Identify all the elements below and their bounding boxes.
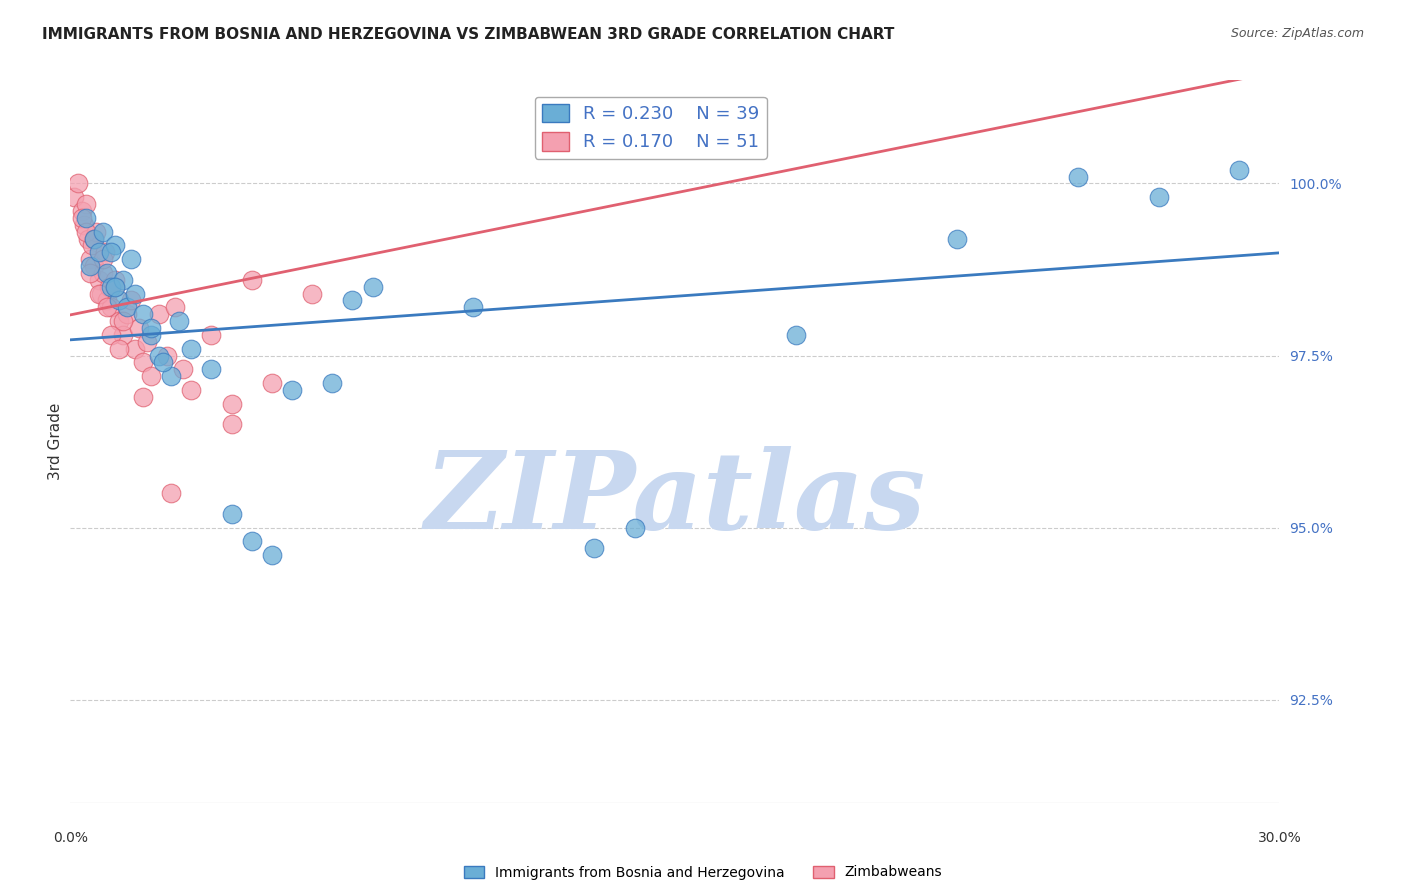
Point [583, 541, 606, 556]
Point [321, 376, 343, 390]
Point [104, 279, 127, 293]
Point [200, 362, 222, 376]
Point [132, 355, 155, 369]
Point [83, 231, 105, 245]
Point [91, 252, 114, 267]
Point [124, 286, 146, 301]
Point [260, 376, 283, 390]
Point [79, 259, 101, 273]
Point [77, 231, 100, 245]
Point [221, 397, 243, 411]
Point [180, 342, 202, 356]
Point [139, 327, 162, 342]
Text: 0.0%: 0.0% [53, 830, 87, 845]
Point [86, 225, 108, 239]
Point [67, 177, 90, 191]
Point [115, 307, 138, 321]
Point [128, 321, 150, 335]
Point [90, 286, 111, 301]
Point [156, 349, 179, 363]
Point [139, 369, 162, 384]
Point [107, 314, 129, 328]
Point [301, 286, 323, 301]
Point [281, 383, 304, 397]
Point [1067, 169, 1090, 184]
Point [139, 321, 162, 335]
Point [167, 314, 190, 328]
Text: Source: ZipAtlas.com: Source: ZipAtlas.com [1230, 27, 1364, 40]
Point [100, 327, 122, 342]
Point [180, 383, 202, 397]
Legend: Immigrants from Bosnia and Herzegovina, Zimbabweans: Immigrants from Bosnia and Herzegovina, … [458, 860, 948, 885]
Point [221, 507, 243, 521]
Point [73, 218, 96, 232]
Point [93, 245, 115, 260]
Point [165, 301, 187, 315]
Legend: R = 0.230    N = 39, R = 0.170    N = 51: R = 0.230 N = 39, R = 0.170 N = 51 [534, 96, 766, 159]
Point [120, 252, 142, 267]
Point [107, 293, 129, 308]
Point [361, 279, 384, 293]
Point [463, 301, 485, 315]
Point [172, 362, 194, 376]
Point [87, 273, 110, 287]
Point [72, 204, 94, 219]
Point [72, 211, 94, 225]
Point [260, 548, 283, 562]
Point [96, 301, 118, 315]
Point [111, 314, 134, 328]
Point [160, 486, 183, 500]
Point [75, 197, 97, 211]
Point [91, 266, 114, 280]
Point [623, 520, 645, 534]
Point [79, 252, 101, 267]
Point [132, 307, 155, 321]
Point [240, 534, 263, 549]
Point [1227, 162, 1250, 177]
Point [104, 238, 127, 252]
Point [100, 279, 122, 293]
Point [100, 245, 122, 260]
Point [75, 211, 97, 225]
Point [79, 266, 101, 280]
Point [221, 417, 243, 432]
Point [104, 273, 127, 287]
Point [96, 266, 118, 280]
Point [111, 327, 134, 342]
Point [135, 334, 157, 349]
Point [160, 369, 183, 384]
Point [100, 301, 122, 315]
Point [120, 293, 142, 308]
Point [785, 327, 807, 342]
Point [96, 293, 118, 308]
Point [115, 301, 138, 315]
Y-axis label: 3rd Grade: 3rd Grade [48, 403, 63, 480]
Point [132, 390, 155, 404]
Point [148, 349, 170, 363]
Point [97, 279, 120, 293]
Text: IMMIGRANTS FROM BOSNIA AND HERZEGOVINA VS ZIMBABWEAN 3RD GRADE CORRELATION CHART: IMMIGRANTS FROM BOSNIA AND HERZEGOVINA V… [42, 27, 894, 42]
Point [148, 307, 170, 321]
Text: ZIPatlas: ZIPatlas [425, 446, 925, 552]
Point [124, 342, 146, 356]
Point [75, 225, 97, 239]
Point [111, 273, 134, 287]
Point [946, 231, 969, 245]
Point [152, 355, 174, 369]
Point [83, 259, 105, 273]
Point [342, 293, 364, 308]
Point [63, 190, 86, 204]
Point [87, 245, 110, 260]
Point [82, 238, 104, 252]
Point [87, 286, 110, 301]
Point [200, 327, 222, 342]
Point [240, 273, 263, 287]
Point [1147, 190, 1170, 204]
Point [91, 225, 114, 239]
Text: 30.0%: 30.0% [1257, 830, 1302, 845]
Point [104, 279, 127, 293]
Point [107, 342, 129, 356]
Point [83, 231, 105, 245]
